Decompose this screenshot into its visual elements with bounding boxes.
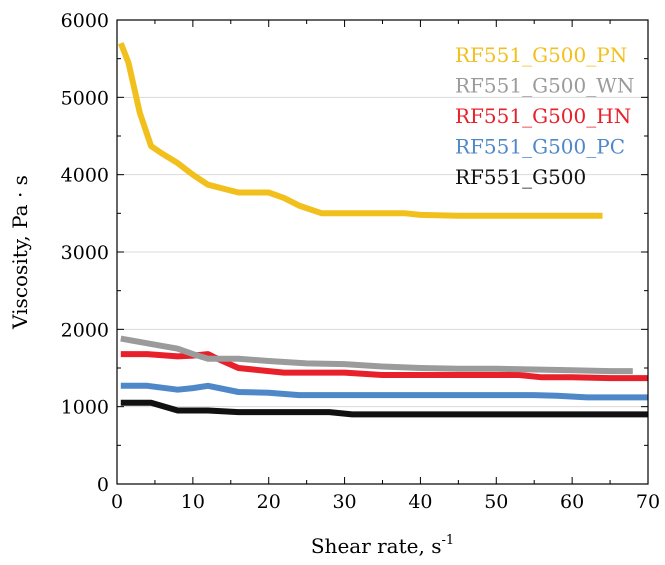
x-tick-label: 40 <box>408 491 432 513</box>
legend-entry: RF551_G500_PC <box>455 135 625 159</box>
series-line <box>118 42 603 219</box>
y-tick-label: 0 <box>97 474 109 496</box>
legend: RF551_G500_PN RF551_G500_WN RF551_G500_HN R… <box>455 43 634 189</box>
x-tick-label: 70 <box>636 491 660 513</box>
y-axis-label: Viscosity, Pa · s <box>8 175 32 330</box>
legend-entry: RF551_G500_WN <box>455 74 634 98</box>
x-tick-label: 20 <box>257 491 281 513</box>
y-tick-label: 4000 <box>61 165 109 187</box>
x-tick-label: 0 <box>111 491 123 513</box>
y-tick-label: 6000 <box>61 10 109 32</box>
series-line <box>120 399 648 418</box>
x-tick-label: 30 <box>332 491 356 513</box>
x-axis-label-text: Shear rate, s <box>311 534 442 558</box>
x-tick-label: 50 <box>484 491 508 513</box>
x-axis-label-superscript: -1 <box>441 533 454 548</box>
x-axis-ticks: 0 10 20 30 40 50 60 70 <box>111 20 660 513</box>
series-lines <box>118 42 648 418</box>
legend-entry: RF551_G500 <box>455 165 586 189</box>
y-axis-ticks: 0 1000 2000 3000 4000 5000 6000 <box>61 10 648 496</box>
y-tick-label: 5000 <box>61 87 109 109</box>
legend-entry: RF551_G500_PN <box>455 43 627 67</box>
x-tick-label: 60 <box>560 491 584 513</box>
x-tick-label: 10 <box>181 491 205 513</box>
series-line <box>120 382 648 401</box>
x-axis-label: Shear rate, s-1 <box>311 533 454 558</box>
y-tick-label: 1000 <box>61 397 109 419</box>
grid-lines <box>117 96 648 408</box>
series-line <box>120 335 633 375</box>
y-tick-label: 2000 <box>61 319 109 341</box>
y-tick-label: 3000 <box>61 242 109 264</box>
legend-entry: RF551_G500_HN <box>455 104 631 128</box>
